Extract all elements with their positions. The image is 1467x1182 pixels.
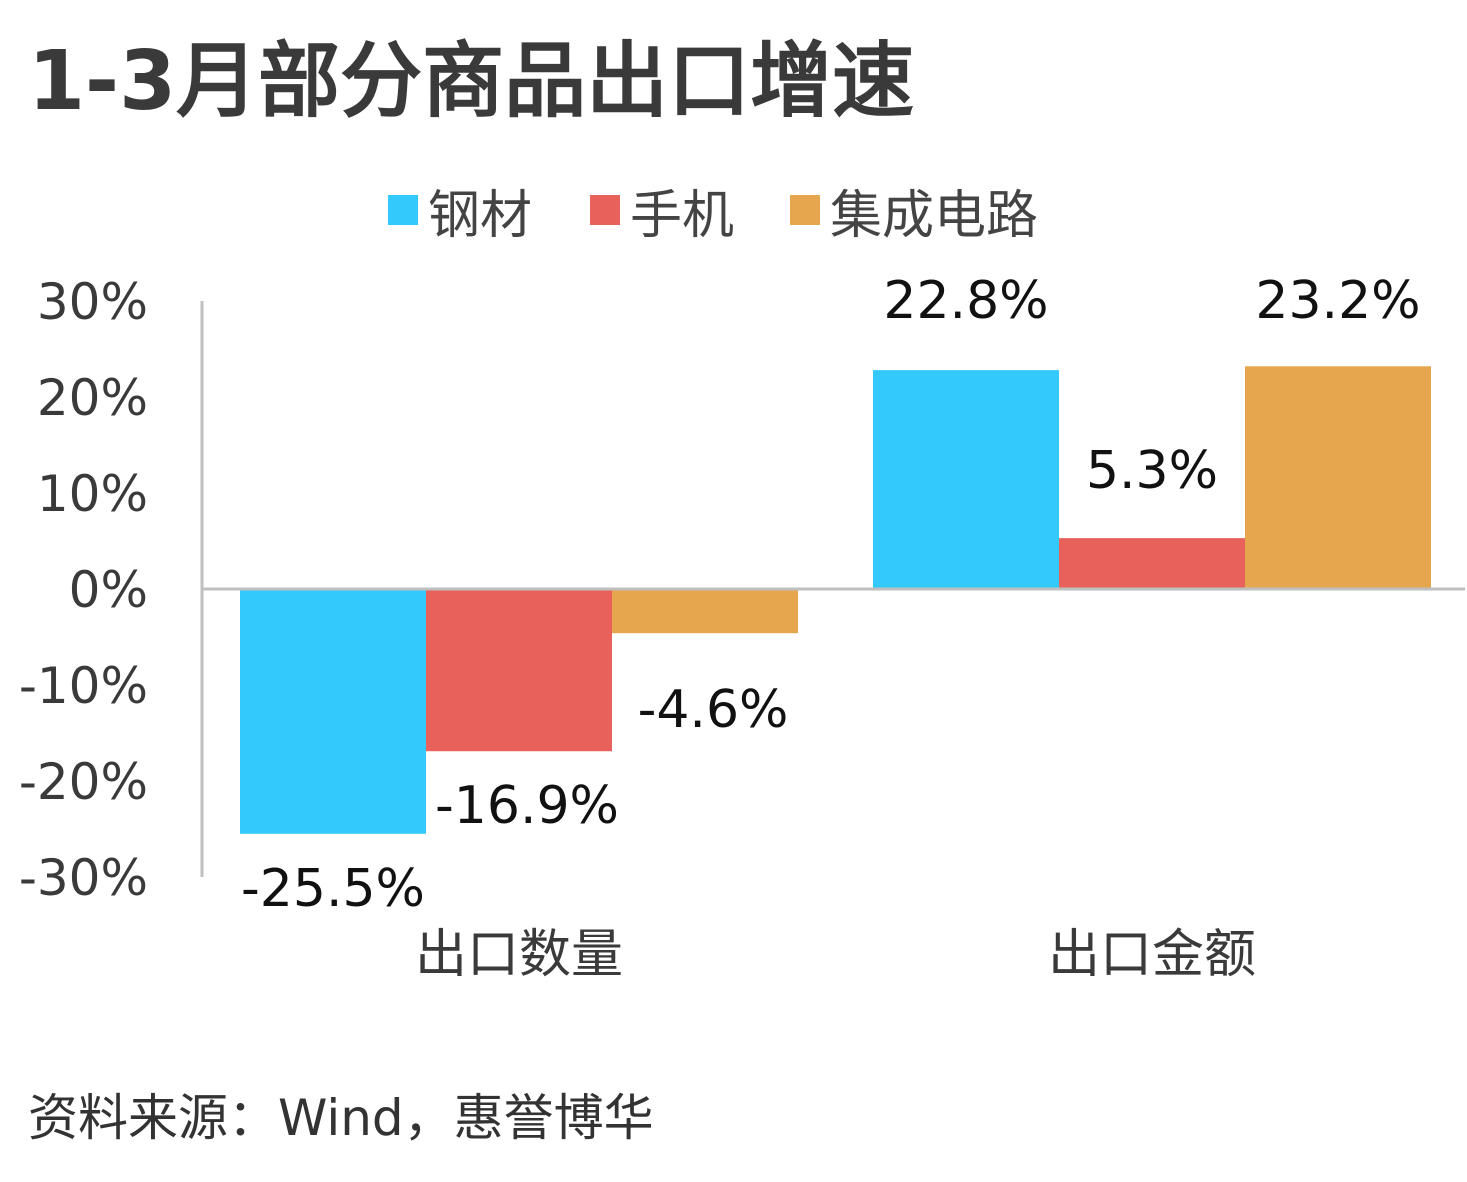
y-tick-label: 20% bbox=[37, 369, 148, 427]
data-label: 23.2% bbox=[1255, 271, 1420, 331]
legend-label-phone: 手机 bbox=[630, 185, 735, 246]
y-tick-label: 30% bbox=[37, 273, 148, 331]
y-tick-label: -10% bbox=[19, 657, 148, 715]
data-label: -16.9% bbox=[435, 776, 619, 836]
legend-label-steel: 钢材 bbox=[428, 185, 533, 246]
legend-swatch-phone bbox=[590, 195, 620, 225]
y-tick-label: -20% bbox=[19, 753, 148, 811]
bar bbox=[1245, 366, 1431, 589]
data-label: 5.3% bbox=[1086, 441, 1218, 501]
source-note: 资料来源：Wind，惠誉博华 bbox=[28, 1089, 654, 1147]
x-category-label: 出口数量 bbox=[415, 925, 623, 985]
legend-item-phone: 手机 bbox=[590, 180, 734, 246]
legend-label-ic: 集成电路 bbox=[830, 185, 1039, 246]
y-tick-label: -30% bbox=[19, 849, 148, 907]
y-tick-label: 10% bbox=[37, 465, 148, 523]
legend-item-ic: 集成电路 bbox=[790, 180, 1038, 246]
x-category-label: 出口金额 bbox=[1048, 925, 1256, 985]
legend-swatch-ic bbox=[790, 195, 820, 225]
y-tick-label: 0% bbox=[69, 561, 148, 619]
data-label: 22.8% bbox=[883, 271, 1048, 331]
chart-legend: 钢材 手机 集成电路 bbox=[0, 170, 1467, 250]
bar bbox=[1059, 538, 1245, 589]
bar bbox=[240, 589, 426, 834]
data-label: -4.6% bbox=[638, 680, 789, 740]
bar bbox=[873, 370, 1059, 589]
data-label: -25.5% bbox=[241, 859, 425, 919]
legend-item-steel: 钢材 bbox=[388, 180, 532, 246]
legend-swatch-steel bbox=[388, 195, 418, 225]
bar bbox=[612, 589, 798, 634]
bar bbox=[426, 589, 612, 752]
chart-title: 1-3月部分商品出口增速 bbox=[28, 34, 915, 129]
